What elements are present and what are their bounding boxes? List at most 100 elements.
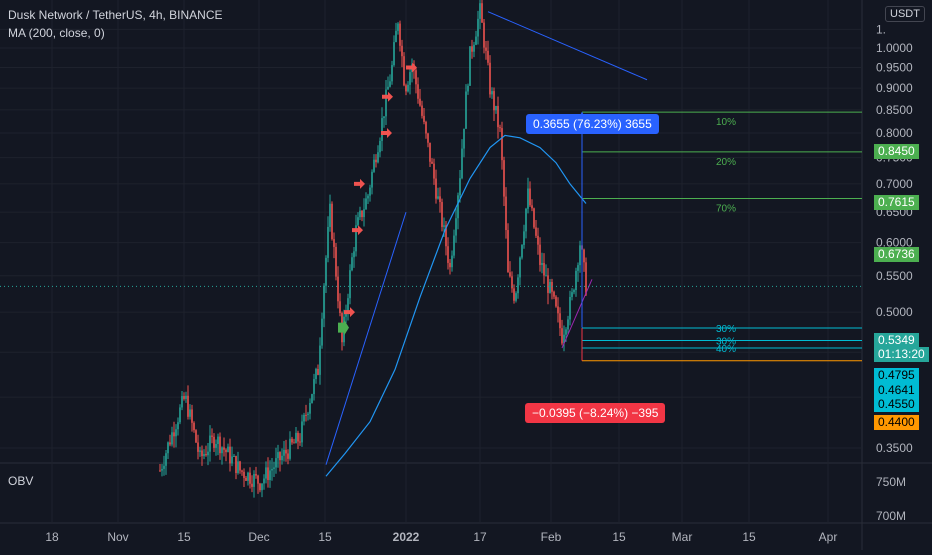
time-tick-label: 2022 — [393, 530, 420, 544]
candle-body — [481, 3, 483, 23]
candle-body — [403, 56, 405, 86]
time-tick-label: 15 — [177, 530, 191, 544]
time-tick-label: Dec — [248, 530, 269, 544]
fib-percent-label: 70% — [716, 204, 736, 215]
candle-body — [311, 394, 313, 403]
candle-body — [517, 277, 519, 294]
time-tick-label: Apr — [819, 530, 838, 544]
candle-body — [529, 188, 531, 206]
candle-body — [203, 454, 205, 457]
candle-body — [451, 255, 453, 268]
candle-body — [407, 84, 409, 92]
candle-body — [181, 396, 183, 408]
candle-body — [579, 245, 581, 266]
price-tick-label: 0.6000 — [876, 236, 913, 250]
candle-body — [513, 288, 515, 301]
candle-body — [525, 208, 527, 232]
candle-body — [175, 429, 177, 437]
candle-body — [321, 318, 323, 346]
candle-body — [501, 128, 503, 161]
candle-body — [455, 218, 457, 236]
price-tag: 0.5349 — [874, 333, 919, 348]
measure-down-callout: −0.0395 (−8.24%) −395 — [525, 403, 666, 423]
candle-body — [291, 438, 293, 443]
candle-body — [293, 442, 295, 444]
price-tag: 0.4795 — [874, 368, 919, 383]
candle-body — [437, 196, 439, 199]
candle-body — [573, 290, 575, 293]
candle-body — [229, 446, 231, 464]
candle-body — [325, 257, 327, 286]
candle-body — [285, 449, 287, 454]
candle-body — [553, 291, 555, 297]
candle-body — [371, 171, 373, 188]
candle-body — [317, 368, 319, 375]
candle-body — [531, 205, 533, 209]
candle-body — [173, 432, 175, 437]
currency-button[interactable]: USDT — [885, 6, 925, 22]
candle-body — [383, 116, 385, 119]
candle-body — [479, 3, 481, 19]
candle-body — [259, 483, 261, 491]
candle-body — [509, 272, 511, 277]
support-percent-label: 30% — [716, 336, 736, 347]
price-tag: 0.7615 — [874, 195, 919, 210]
candle-body — [401, 45, 403, 57]
candle-body — [537, 235, 539, 245]
candle-body — [419, 98, 421, 106]
candle-body — [347, 298, 349, 311]
candle-body — [255, 474, 257, 476]
candle-body — [355, 225, 357, 252]
candle-body — [163, 465, 165, 469]
candle-body — [543, 263, 545, 276]
candle-body — [563, 334, 565, 344]
price-tick-label: 1.0000 — [876, 41, 913, 55]
candle-body — [245, 477, 247, 481]
candle-body — [171, 432, 173, 445]
candle-body — [189, 409, 191, 417]
obv-tick-label: 750M — [876, 475, 906, 489]
candle-body — [349, 270, 351, 299]
candle-body — [227, 446, 229, 453]
price-tick-label: 0.5000 — [876, 305, 913, 319]
price-tag: 0.4550 — [874, 397, 919, 412]
candle-body — [375, 159, 377, 163]
candle-body — [219, 436, 221, 454]
candle-body — [471, 46, 473, 52]
candle-body — [247, 472, 249, 481]
candle-body — [329, 203, 331, 227]
candle-body — [521, 244, 523, 258]
symbol-legend[interactable]: Dusk Network / TetherUS, 4h, BINANCE — [8, 8, 223, 22]
candle-body — [223, 447, 225, 450]
candle-body — [443, 225, 445, 227]
candle-body — [567, 319, 569, 330]
candle-body — [211, 435, 213, 437]
candle-body — [511, 276, 513, 289]
candle-body — [287, 453, 289, 459]
candle-body — [251, 483, 253, 487]
candle-body — [207, 451, 209, 456]
candle-body — [467, 85, 469, 92]
price-tick-label: 0.8000 — [876, 126, 913, 140]
candle-body — [487, 50, 489, 63]
trendline-up — [325, 211, 407, 465]
candle-body — [319, 345, 321, 375]
price-tick-label: 0.8500 — [876, 103, 913, 117]
candle-body — [491, 91, 493, 95]
candle-body — [191, 409, 193, 423]
price-tick-label: 1. — [876, 22, 886, 36]
candle-body — [323, 285, 325, 319]
time-tick-label: 15 — [742, 530, 756, 544]
obv-legend[interactable]: OBV — [8, 474, 34, 488]
candle-body — [577, 265, 579, 271]
candle-body — [391, 65, 393, 82]
time-tick-label: 15 — [318, 530, 332, 544]
candle-body — [297, 432, 299, 442]
candle-body — [397, 23, 399, 31]
time-tick-label: 17 — [473, 530, 487, 544]
candle-body — [197, 442, 199, 452]
ma-legend[interactable]: MA (200, close, 0) — [8, 26, 105, 40]
support-percent-label: 30% — [716, 324, 736, 335]
